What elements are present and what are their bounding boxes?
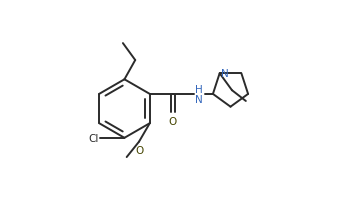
Text: O: O [169, 117, 177, 127]
Text: H
N: H N [195, 85, 203, 104]
Text: O: O [135, 145, 143, 155]
Text: Cl: Cl [88, 133, 98, 143]
Text: N: N [221, 69, 229, 79]
